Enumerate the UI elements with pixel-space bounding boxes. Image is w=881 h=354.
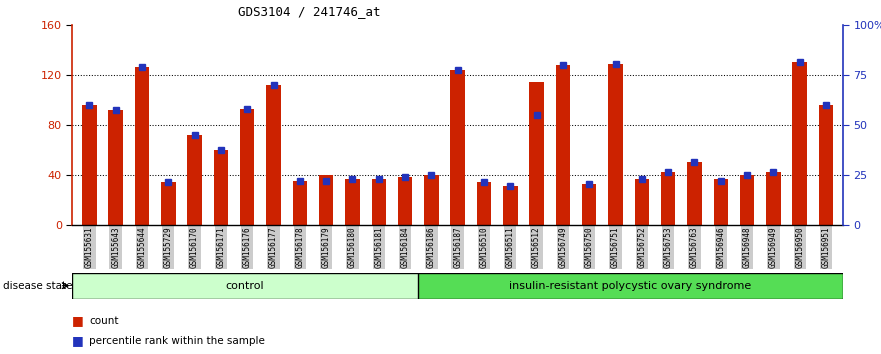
Bar xyxy=(740,175,754,225)
Bar xyxy=(818,105,833,225)
Bar xyxy=(556,65,570,225)
Text: ■: ■ xyxy=(72,334,84,347)
Bar xyxy=(135,67,149,225)
Bar xyxy=(608,63,623,225)
Bar xyxy=(214,150,228,225)
Text: insulin-resistant polycystic ovary syndrome: insulin-resistant polycystic ovary syndr… xyxy=(509,281,751,291)
Bar xyxy=(687,162,701,225)
Text: count: count xyxy=(89,316,118,326)
Text: ■: ■ xyxy=(72,314,84,327)
Bar xyxy=(477,182,492,225)
Bar xyxy=(503,186,517,225)
Bar xyxy=(161,182,175,225)
Bar xyxy=(108,110,122,225)
Text: GDS3104 / 241746_at: GDS3104 / 241746_at xyxy=(238,5,381,18)
Bar xyxy=(582,183,596,225)
Bar xyxy=(82,105,97,225)
Bar xyxy=(292,181,307,225)
Bar xyxy=(793,62,807,225)
Text: percentile rank within the sample: percentile rank within the sample xyxy=(89,336,265,346)
Bar xyxy=(418,273,843,299)
Bar xyxy=(450,70,465,225)
Bar xyxy=(319,175,333,225)
Bar xyxy=(529,82,544,225)
Bar xyxy=(661,172,676,225)
Bar xyxy=(72,273,418,299)
Bar xyxy=(424,175,439,225)
Bar xyxy=(372,178,386,225)
Bar xyxy=(266,85,281,225)
Bar xyxy=(398,177,412,225)
Bar xyxy=(240,109,255,225)
Bar xyxy=(634,178,649,225)
Bar xyxy=(188,135,202,225)
Text: disease state: disease state xyxy=(3,281,72,291)
Bar xyxy=(345,178,359,225)
Text: control: control xyxy=(226,281,264,291)
Bar xyxy=(714,178,728,225)
Bar xyxy=(766,172,781,225)
